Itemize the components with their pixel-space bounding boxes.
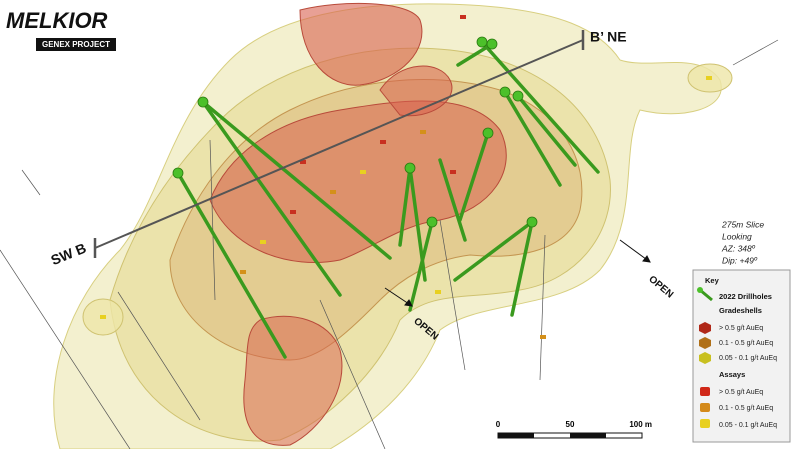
assay-markers	[100, 15, 712, 339]
logo: MELKIOR GENEX PROJECT	[6, 8, 116, 51]
view-slice: 275m Slice	[721, 219, 764, 229]
legend-gradeshells-title: Gradeshells	[719, 306, 762, 315]
logo-name: MELKIOR	[6, 8, 108, 33]
legend-drillholes: 2022 Drillholes	[719, 292, 772, 301]
green-drillholes	[176, 40, 600, 359]
view-looking: Looking	[722, 231, 752, 241]
thin-drillholes	[0, 39, 779, 449]
open-label: OPEN	[646, 274, 675, 301]
scale-label: 0	[496, 420, 501, 429]
drillhole-collars	[172, 36, 538, 228]
legend-assays-title: Assays	[719, 370, 745, 379]
legend-gradeshell: 0.05 - 0.1 g/t AuEq	[719, 355, 777, 362]
legend: Key 2022 Drillholes Gradeshells > 0.5 g/…	[692, 269, 791, 443]
logo-project: GENEX PROJECT	[42, 40, 110, 49]
legend-gradeshell: > 0.5 g/t AuEq	[719, 325, 763, 332]
scale-label: 50	[566, 420, 575, 429]
legend-assay: > 0.5 g/t AuEq	[719, 389, 763, 396]
section-sw-label: SW B	[49, 240, 89, 269]
legend-assay: 0.1 - 0.5 g/t AuEq	[719, 405, 773, 412]
legend-gradeshell: 0.1 - 0.5 g/t AuEq	[719, 340, 773, 347]
legend-title: Key	[705, 276, 720, 285]
scale-bar: 0 50 100 m	[496, 420, 652, 439]
view-azimuth: AZ: 348º	[721, 243, 756, 253]
legend-assay: 0.05 - 0.1 g/t AuEq	[719, 422, 777, 429]
scale-label: 100 m	[629, 420, 652, 429]
gradeshell-red	[209, 2, 507, 446]
view-dip: Dip: +49º	[722, 255, 758, 265]
section-ne-label: B’ NE	[590, 29, 627, 45]
view-info: 275m Slice Looking AZ: 348º Dip: +49º	[721, 219, 764, 265]
